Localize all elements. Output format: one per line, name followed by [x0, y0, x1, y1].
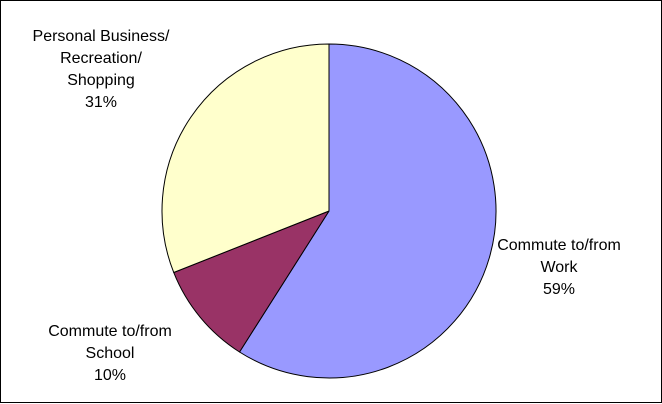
pie-slice-school — [173, 210, 330, 353]
pie-slice-personal — [161, 43, 330, 273]
slice-label-school: Commute to/from School 10% — [48, 321, 172, 387]
slice-label-work-line-2: Work — [540, 259, 578, 276]
slice-label-work: Commute to/from Work 59% — [497, 235, 621, 301]
slice-label-personal: Personal Business/ Recreation/ Shopping … — [33, 26, 170, 114]
slice-label-school-line-1: Commute to/from — [48, 323, 172, 340]
slice-percent-personal: 31% — [84, 94, 118, 111]
slice-label-personal-line-3: Shopping — [67, 72, 135, 89]
slice-label-personal-line-1: Personal Business/ — [32, 28, 170, 45]
slice-label-work-line-1: Commute to/from — [497, 237, 621, 254]
slice-percent-work: 59% — [542, 281, 576, 298]
slice-percent-school: 10% — [93, 367, 127, 384]
slice-label-personal-line-2: Recreation/ — [60, 50, 142, 67]
pie-slice-work — [239, 43, 497, 379]
slice-label-school-line-2: School — [85, 345, 135, 362]
